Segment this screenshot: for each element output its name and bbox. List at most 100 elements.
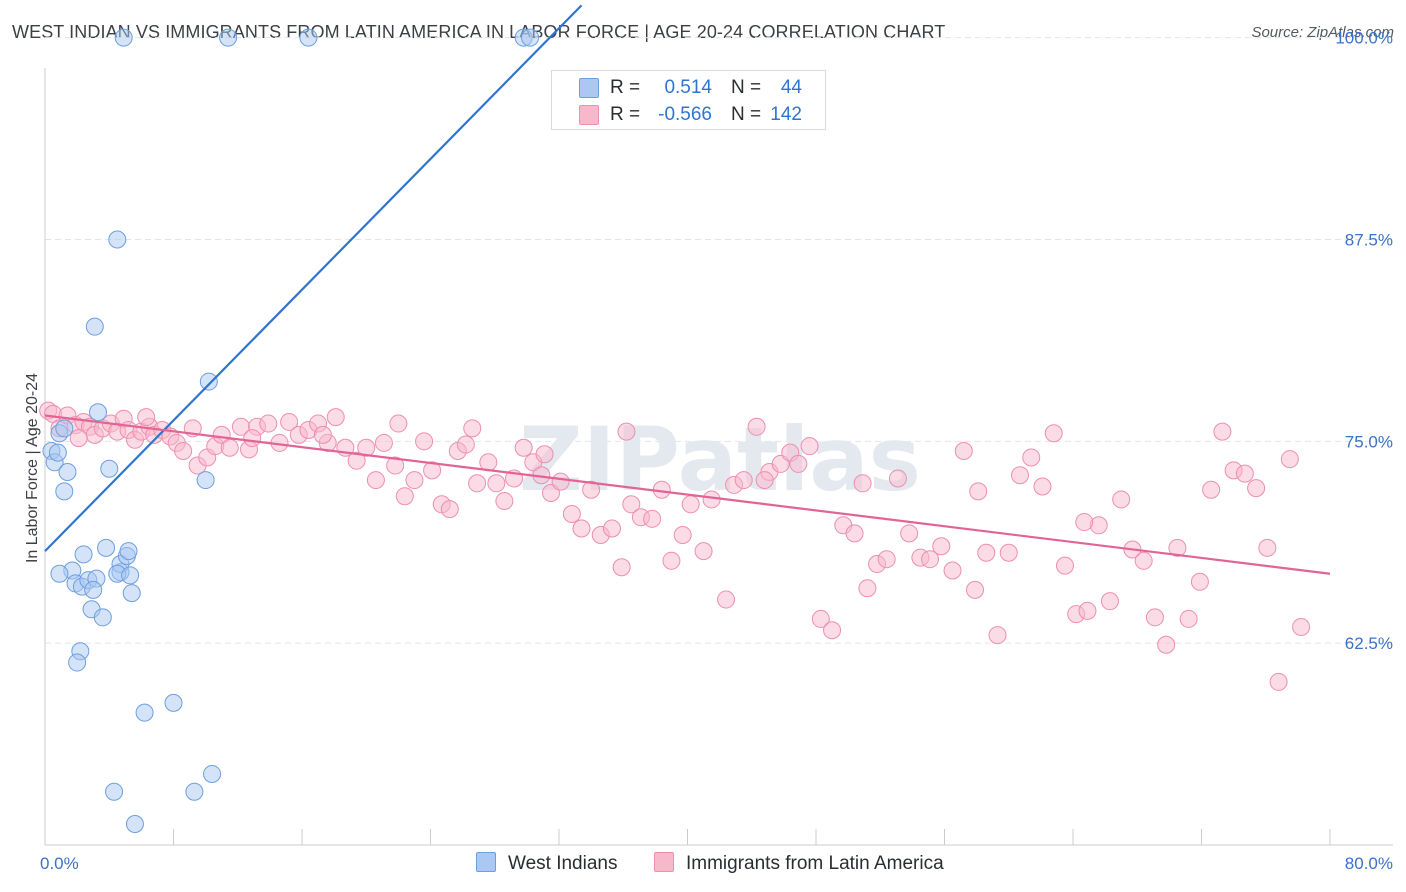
data-point-latin-america <box>1112 490 1131 509</box>
data-point-west-indian <box>93 608 112 627</box>
data-point-latin-america <box>969 482 988 501</box>
data-point-latin-america <box>1075 513 1094 532</box>
data-point-latin-america <box>366 471 385 490</box>
data-point-latin-america <box>572 519 591 538</box>
data-point-latin-america <box>1168 538 1187 557</box>
data-point-latin-america <box>440 500 459 519</box>
data-point-west-indian <box>108 230 127 249</box>
legend-label: Immigrants from Latin America <box>686 853 944 874</box>
data-point-west-indian <box>122 584 141 603</box>
data-point-west-indian <box>58 462 77 481</box>
trend-lines <box>44 4 1331 575</box>
data-point-latin-america <box>617 422 636 441</box>
data-point-latin-america <box>1202 480 1221 499</box>
data-point-latin-america <box>551 472 570 491</box>
data-point-latin-america <box>514 438 533 457</box>
data-point-latin-america <box>694 542 713 561</box>
data-point-latin-america <box>999 543 1018 562</box>
r-label: R = <box>610 77 641 98</box>
legend-label: West Indians <box>508 853 618 874</box>
data-point-latin-america <box>789 454 808 473</box>
data-point-west-indian <box>55 482 74 501</box>
data-point-west-indian <box>97 538 116 557</box>
data-point-latin-america <box>977 543 996 562</box>
data-point-latin-america <box>1213 422 1232 441</box>
data-point-latin-america <box>1235 464 1254 483</box>
data-point-latin-america <box>326 408 345 427</box>
data-point-latin-america <box>1179 609 1198 628</box>
data-point-latin-america <box>702 490 721 509</box>
data-point-latin-america <box>374 433 393 452</box>
series-immigrants-latin-america <box>39 401 1311 691</box>
data-point-latin-america <box>243 429 262 448</box>
data-point-latin-america <box>988 626 1007 645</box>
data-point-latin-america <box>747 417 766 436</box>
y-tick-label: 100.0% <box>1335 29 1393 48</box>
data-point-latin-america <box>845 524 864 543</box>
data-point-latin-america <box>1100 592 1119 611</box>
data-point-latin-america <box>853 474 872 493</box>
data-point-latin-america <box>137 408 156 427</box>
data-point-latin-america <box>1280 450 1299 469</box>
data-point-west-indian <box>85 317 104 336</box>
legend-item-latin-america[interactable]: Immigrants from Latin America <box>654 852 944 875</box>
data-point-west-indian <box>299 28 318 47</box>
legend-swatch-blue <box>476 852 496 872</box>
data-point-latin-america <box>1010 466 1029 485</box>
stats-row-west-indians: R = 0.514 N = 44 <box>552 75 825 101</box>
stats-row-latin-america: R = -0.566 N = 142 <box>552 102 825 128</box>
data-point-latin-america <box>1269 672 1288 691</box>
y-tick-label: 75.0% <box>1345 432 1393 451</box>
chart-title: WEST INDIAN VS IMMIGRANTS FROM LATIN AME… <box>12 22 946 42</box>
data-point-latin-america <box>174 442 193 461</box>
data-point-latin-america <box>389 414 408 433</box>
data-point-west-indian <box>84 580 103 599</box>
stats-box: R = 0.514 N = 44 R = -0.566 N = 142 <box>551 70 826 130</box>
data-point-latin-america <box>1258 538 1277 557</box>
data-point-latin-america <box>220 438 239 457</box>
series-west-indians <box>42 28 540 834</box>
data-point-west-indian <box>48 443 67 462</box>
data-point-west-indian <box>185 782 204 801</box>
data-point-latin-america <box>877 550 896 569</box>
data-point-latin-america <box>673 525 692 544</box>
data-point-latin-america <box>386 456 405 475</box>
data-point-west-indian <box>68 653 87 672</box>
data-point-west-indian <box>105 782 124 801</box>
data-point-latin-america <box>212 425 231 444</box>
data-point-latin-america <box>921 550 940 569</box>
data-point-west-indian <box>119 542 138 561</box>
data-point-latin-america <box>800 437 819 456</box>
data-point-west-indian <box>219 28 238 47</box>
data-point-west-indian <box>50 564 69 583</box>
data-point-latin-america <box>823 621 842 640</box>
data-point-latin-america <box>1055 556 1074 575</box>
source-credit: Source: ZipAtlas.com <box>1251 24 1394 41</box>
tick-labels: 62.5% 75.0% 87.5% 100.0% 0.0% 80.0% <box>40 29 1393 873</box>
data-point-latin-america <box>1157 635 1176 654</box>
stats-swatch-pink <box>579 105 599 125</box>
data-point-latin-america <box>487 474 506 493</box>
data-point-latin-america <box>415 432 434 451</box>
data-point-latin-america <box>562 504 581 523</box>
data-point-latin-america <box>1292 618 1311 637</box>
data-point-west-indian <box>203 764 222 783</box>
data-point-latin-america <box>932 537 951 556</box>
y-axis-label: In Labor Force | Age 20-24 <box>24 372 41 564</box>
data-point-latin-america <box>1044 424 1063 443</box>
n-label: N = <box>731 104 762 125</box>
data-point-latin-america <box>888 469 907 488</box>
data-point-latin-america <box>612 558 631 577</box>
data-point-latin-america <box>1145 608 1164 627</box>
data-point-west-indian <box>521 28 540 47</box>
data-point-latin-america <box>357 438 376 457</box>
data-point-latin-america <box>622 495 641 514</box>
data-point-latin-america <box>811 609 830 628</box>
legend-item-west-indians[interactable]: West Indians <box>476 852 617 875</box>
data-point-latin-america <box>900 524 919 543</box>
y-tick-label: 87.5% <box>1345 230 1393 249</box>
data-point-latin-america <box>495 492 514 511</box>
data-point-latin-america <box>603 519 622 538</box>
data-point-latin-america <box>423 461 442 480</box>
data-point-west-indian <box>196 471 215 490</box>
